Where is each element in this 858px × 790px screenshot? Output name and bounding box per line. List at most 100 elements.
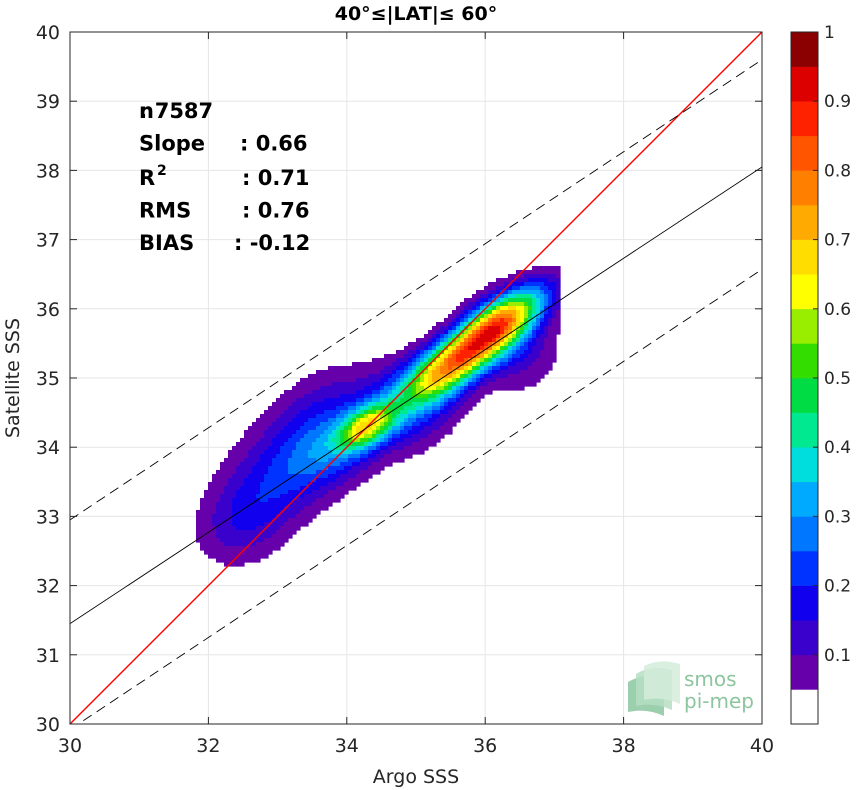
density-cell <box>384 454 389 459</box>
density-cell <box>416 430 421 435</box>
density-cell <box>372 358 377 363</box>
density-cell <box>344 486 349 491</box>
density-cell <box>556 266 561 271</box>
density-cell <box>380 406 385 411</box>
density-cell <box>264 442 269 447</box>
density-cell <box>280 406 285 411</box>
density-cell <box>404 346 409 351</box>
density-cell <box>408 350 413 355</box>
colorbar-segment <box>791 689 818 725</box>
density-cell <box>396 450 401 455</box>
density-cell <box>208 542 213 547</box>
density-cell <box>428 354 433 359</box>
density-cell <box>552 318 557 323</box>
density-cell <box>424 394 429 399</box>
density-cell <box>248 462 253 467</box>
density-cell <box>232 486 237 491</box>
density-cell <box>436 338 441 343</box>
density-cell <box>336 446 341 451</box>
density-cell <box>252 478 257 483</box>
y-tick-label: 33 <box>36 506 60 528</box>
density-cell <box>344 390 349 395</box>
density-cell <box>444 386 449 391</box>
density-cell <box>296 382 301 387</box>
density-cell <box>336 398 341 403</box>
density-cell <box>224 550 229 555</box>
density-cell <box>256 418 261 423</box>
density-cell <box>516 322 521 327</box>
density-cell <box>548 330 553 335</box>
density-cell <box>316 462 321 467</box>
density-cell <box>360 406 365 411</box>
density-cell <box>400 446 405 451</box>
density-cell <box>360 438 365 443</box>
density-cell <box>292 454 297 459</box>
density-cell <box>308 418 313 423</box>
density-cell <box>364 382 369 387</box>
density-cell <box>304 414 309 419</box>
density-cell <box>276 518 281 523</box>
colorbar-tick-label: 0.3 <box>824 507 851 527</box>
density-cell <box>488 334 493 339</box>
density-cell <box>532 310 537 315</box>
density-cell <box>360 362 365 367</box>
density-cell <box>516 290 521 295</box>
density-cell <box>324 494 329 499</box>
density-cell <box>356 462 361 467</box>
density-cell <box>548 270 553 275</box>
density-cell <box>508 350 513 355</box>
density-cell <box>476 306 481 311</box>
density-cell <box>428 386 433 391</box>
density-cell <box>404 406 409 411</box>
density-cell <box>428 414 433 419</box>
density-cell <box>536 350 541 355</box>
density-cell <box>256 422 261 427</box>
density-cell <box>548 302 553 307</box>
density-cell <box>296 390 301 395</box>
density-cell <box>360 466 365 471</box>
density-cell <box>412 434 417 439</box>
density-cell <box>488 370 493 375</box>
density-cell <box>320 498 325 503</box>
density-cell <box>224 482 229 487</box>
density-cell <box>228 450 233 455</box>
density-cell <box>376 394 381 399</box>
density-cell <box>312 386 317 391</box>
density-cell <box>232 450 237 455</box>
density-cell <box>452 370 457 375</box>
density-cell <box>404 358 409 363</box>
density-cell <box>528 270 533 275</box>
density-cell <box>380 446 385 451</box>
density-cell <box>524 274 529 279</box>
density-cell <box>288 510 293 515</box>
density-cell <box>372 442 377 447</box>
density-cell <box>392 458 397 463</box>
density-cell <box>468 334 473 339</box>
density-cell <box>556 330 561 335</box>
density-cell <box>476 326 481 331</box>
density-cell <box>468 382 473 387</box>
density-cell <box>404 354 409 359</box>
density-cell <box>524 310 529 315</box>
density-cell <box>400 386 405 391</box>
density-cell <box>228 518 233 523</box>
density-cell <box>396 458 401 463</box>
density-cell <box>472 342 477 347</box>
density-cell <box>368 414 373 419</box>
colorbar-segment <box>791 378 818 413</box>
density-cell <box>264 430 269 435</box>
density-cell <box>448 430 453 435</box>
density-cell <box>416 394 421 399</box>
density-cell <box>292 414 297 419</box>
density-cell <box>248 558 253 563</box>
density-cell <box>468 358 473 363</box>
density-cell <box>488 362 493 367</box>
density-cell <box>452 310 457 315</box>
density-cell <box>472 350 477 355</box>
density-cell <box>548 358 553 363</box>
density-cell <box>512 282 517 287</box>
density-cell <box>528 282 533 287</box>
density-cell <box>500 346 505 351</box>
density-cell <box>452 374 457 379</box>
density-cell <box>300 466 305 471</box>
